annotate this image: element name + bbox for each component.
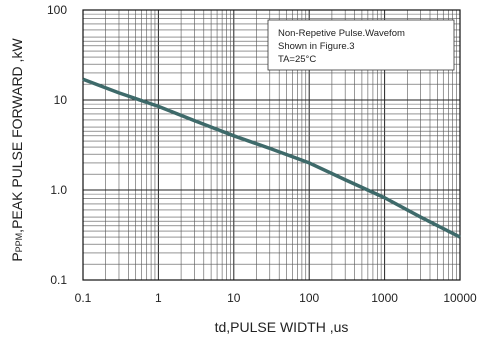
x-tick-label: 1 <box>155 291 162 305</box>
x-axis-title: td,PULSE WIDTH ,us <box>215 319 349 335</box>
x-tick-label: 0.1 <box>75 291 92 305</box>
y-tick-labels: 100 10 1.0 0.1 <box>47 3 67 287</box>
annotation-box: Non-Repetive Pulse.Wavefom Shown in Figu… <box>267 19 455 71</box>
annotation-line-1: Non-Repetive Pulse.Wavefom <box>278 28 405 39</box>
x-tick-label: 1000 <box>371 291 398 305</box>
series-layer <box>82 77 461 239</box>
y-axis-title-main: P <box>9 252 25 261</box>
y-axis-title-sub: PPM <box>14 233 24 253</box>
series-line-0 <box>82 77 461 239</box>
y-tick-label: 0.1 <box>50 273 67 287</box>
y-tick-label: 10 <box>54 93 68 107</box>
annotation-rect <box>267 19 455 71</box>
y-tick-label: 100 <box>47 3 67 17</box>
x-tick-label: 10 <box>227 291 241 305</box>
x-tick-labels: 0.1 1 10 100 1000 10000 <box>75 291 477 305</box>
y-axis-title-rest: ,PEAK PULSE FORWARD ,kW <box>9 38 25 233</box>
plot-frame <box>82 9 461 281</box>
x-tick-label: 100 <box>299 291 319 305</box>
y-tick-label: 1.0 <box>50 183 67 197</box>
y-axis-title: PPPM,PEAK PULSE FORWARD ,kW <box>9 38 25 262</box>
annotation-line-3: TA=25°C <box>278 54 316 65</box>
annotation-line-2: Shown in Figure.3 <box>278 41 355 52</box>
x-tick-label: 10000 <box>443 291 477 305</box>
